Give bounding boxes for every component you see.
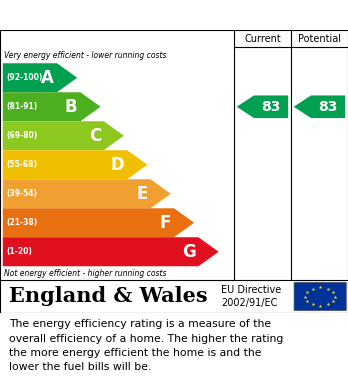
Text: Energy Efficiency Rating: Energy Efficiency Rating	[9, 7, 219, 23]
Polygon shape	[3, 179, 171, 208]
Text: (69-80): (69-80)	[6, 131, 38, 140]
Text: Current: Current	[244, 34, 281, 43]
Polygon shape	[3, 92, 101, 121]
Polygon shape	[3, 208, 194, 237]
Text: England & Wales: England & Wales	[9, 287, 207, 307]
Text: (21-38): (21-38)	[6, 218, 38, 227]
Polygon shape	[3, 121, 124, 150]
Text: (92-100): (92-100)	[6, 73, 43, 82]
Text: (39-54): (39-54)	[6, 189, 37, 198]
Text: EU Directive
2002/91/EC: EU Directive 2002/91/EC	[221, 285, 281, 308]
Polygon shape	[3, 237, 219, 266]
Text: (81-91): (81-91)	[6, 102, 38, 111]
Text: G: G	[182, 243, 196, 261]
Text: B: B	[65, 98, 78, 116]
Text: Potential: Potential	[298, 34, 341, 43]
FancyBboxPatch shape	[294, 282, 346, 311]
Text: (1-20): (1-20)	[6, 247, 32, 256]
Polygon shape	[3, 150, 147, 179]
Text: Very energy efficient - lower running costs: Very energy efficient - lower running co…	[4, 50, 167, 59]
Polygon shape	[237, 95, 288, 118]
Text: 83: 83	[318, 100, 338, 114]
Polygon shape	[294, 95, 345, 118]
Text: C: C	[89, 127, 101, 145]
Text: Not energy efficient - higher running costs: Not energy efficient - higher running co…	[4, 269, 167, 278]
Text: 83: 83	[261, 100, 281, 114]
Text: E: E	[136, 185, 148, 203]
Polygon shape	[3, 63, 77, 92]
Text: A: A	[41, 69, 54, 87]
Text: The energy efficiency rating is a measure of the
overall efficiency of a home. T: The energy efficiency rating is a measur…	[9, 319, 283, 373]
Text: F: F	[160, 214, 171, 232]
Text: D: D	[111, 156, 124, 174]
Text: (55-68): (55-68)	[6, 160, 37, 169]
